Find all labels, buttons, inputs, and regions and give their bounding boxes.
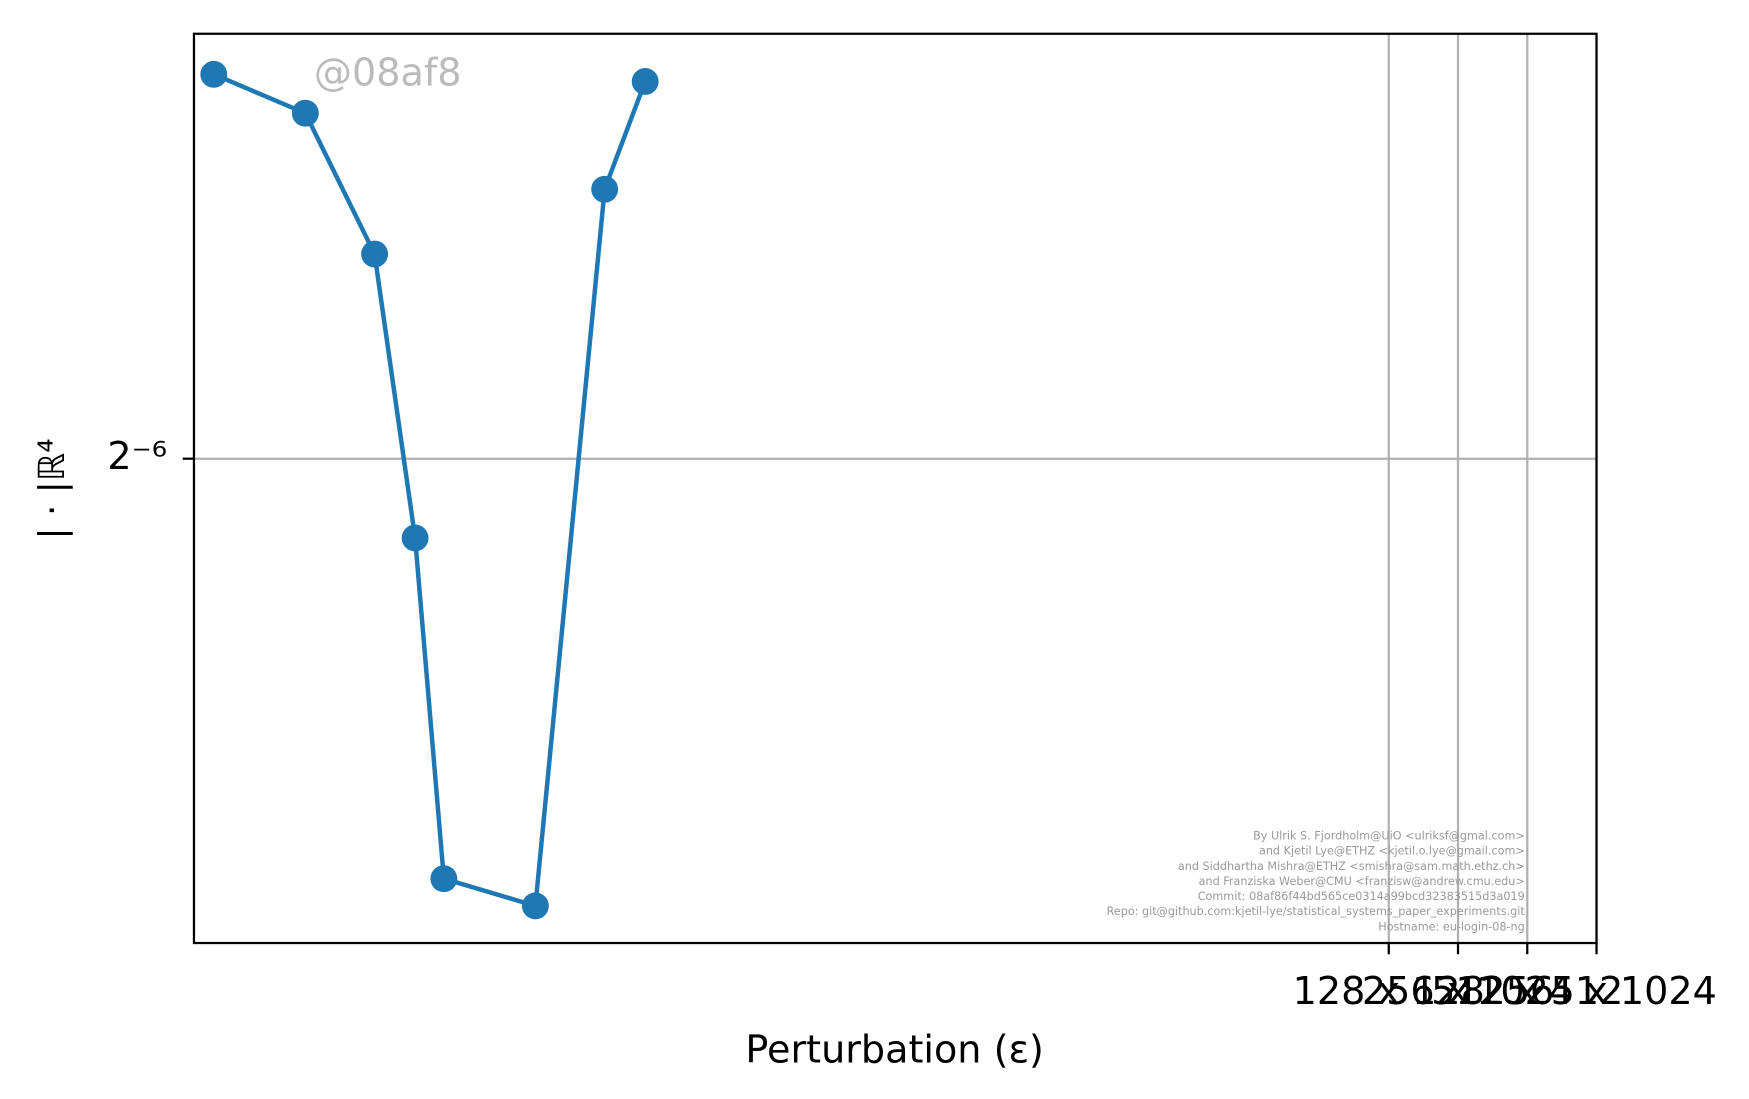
credit-line: By Ulrik S. Fjordholm@UiO <ulriksf@gmal.… <box>1253 830 1525 843</box>
x-axis-label: Perturbation (ε) <box>745 1027 1044 1071</box>
credit-line: Hostname: eu-login-08-ng <box>1378 920 1525 933</box>
y-axis-label: | · |ℝ⁴ <box>32 438 73 539</box>
data-point <box>291 99 319 127</box>
data-point <box>631 68 659 95</box>
credit-line: and Siddhartha Mishra@ETHZ <smishra@sam.… <box>1178 860 1525 873</box>
credit-line: and Franziska Weber@CMU <franzisw@andrew… <box>1199 875 1525 888</box>
data-point <box>200 60 228 88</box>
data-point <box>430 865 458 893</box>
data-point <box>591 175 619 203</box>
credit-line: Repo: git@github.com:kjetil-lye/statisti… <box>1107 905 1526 918</box>
data-point <box>361 240 389 268</box>
plot-frame <box>192 32 1598 945</box>
data-point <box>521 892 549 920</box>
x-tick-label: 256 x 256 <box>1362 969 1554 1013</box>
y-tick-label: 2⁻⁶ <box>107 434 167 478</box>
data-point <box>401 524 429 552</box>
credit-line: Commit: 08af86f44bd565ce0314a99bcd323835… <box>1198 890 1525 903</box>
x-tick-label: 128 x 128 <box>1293 969 1485 1013</box>
credit-line: and Kjetil Lye@ETHZ <kjetil.o.lye@gmail.… <box>1259 845 1525 858</box>
x-tick-label: 1024 x 1024 <box>1476 969 1717 1013</box>
watermark: @08af8 <box>314 51 462 95</box>
data-line <box>212 72 648 909</box>
x-tick-label: 512 x 512 <box>1431 969 1623 1013</box>
